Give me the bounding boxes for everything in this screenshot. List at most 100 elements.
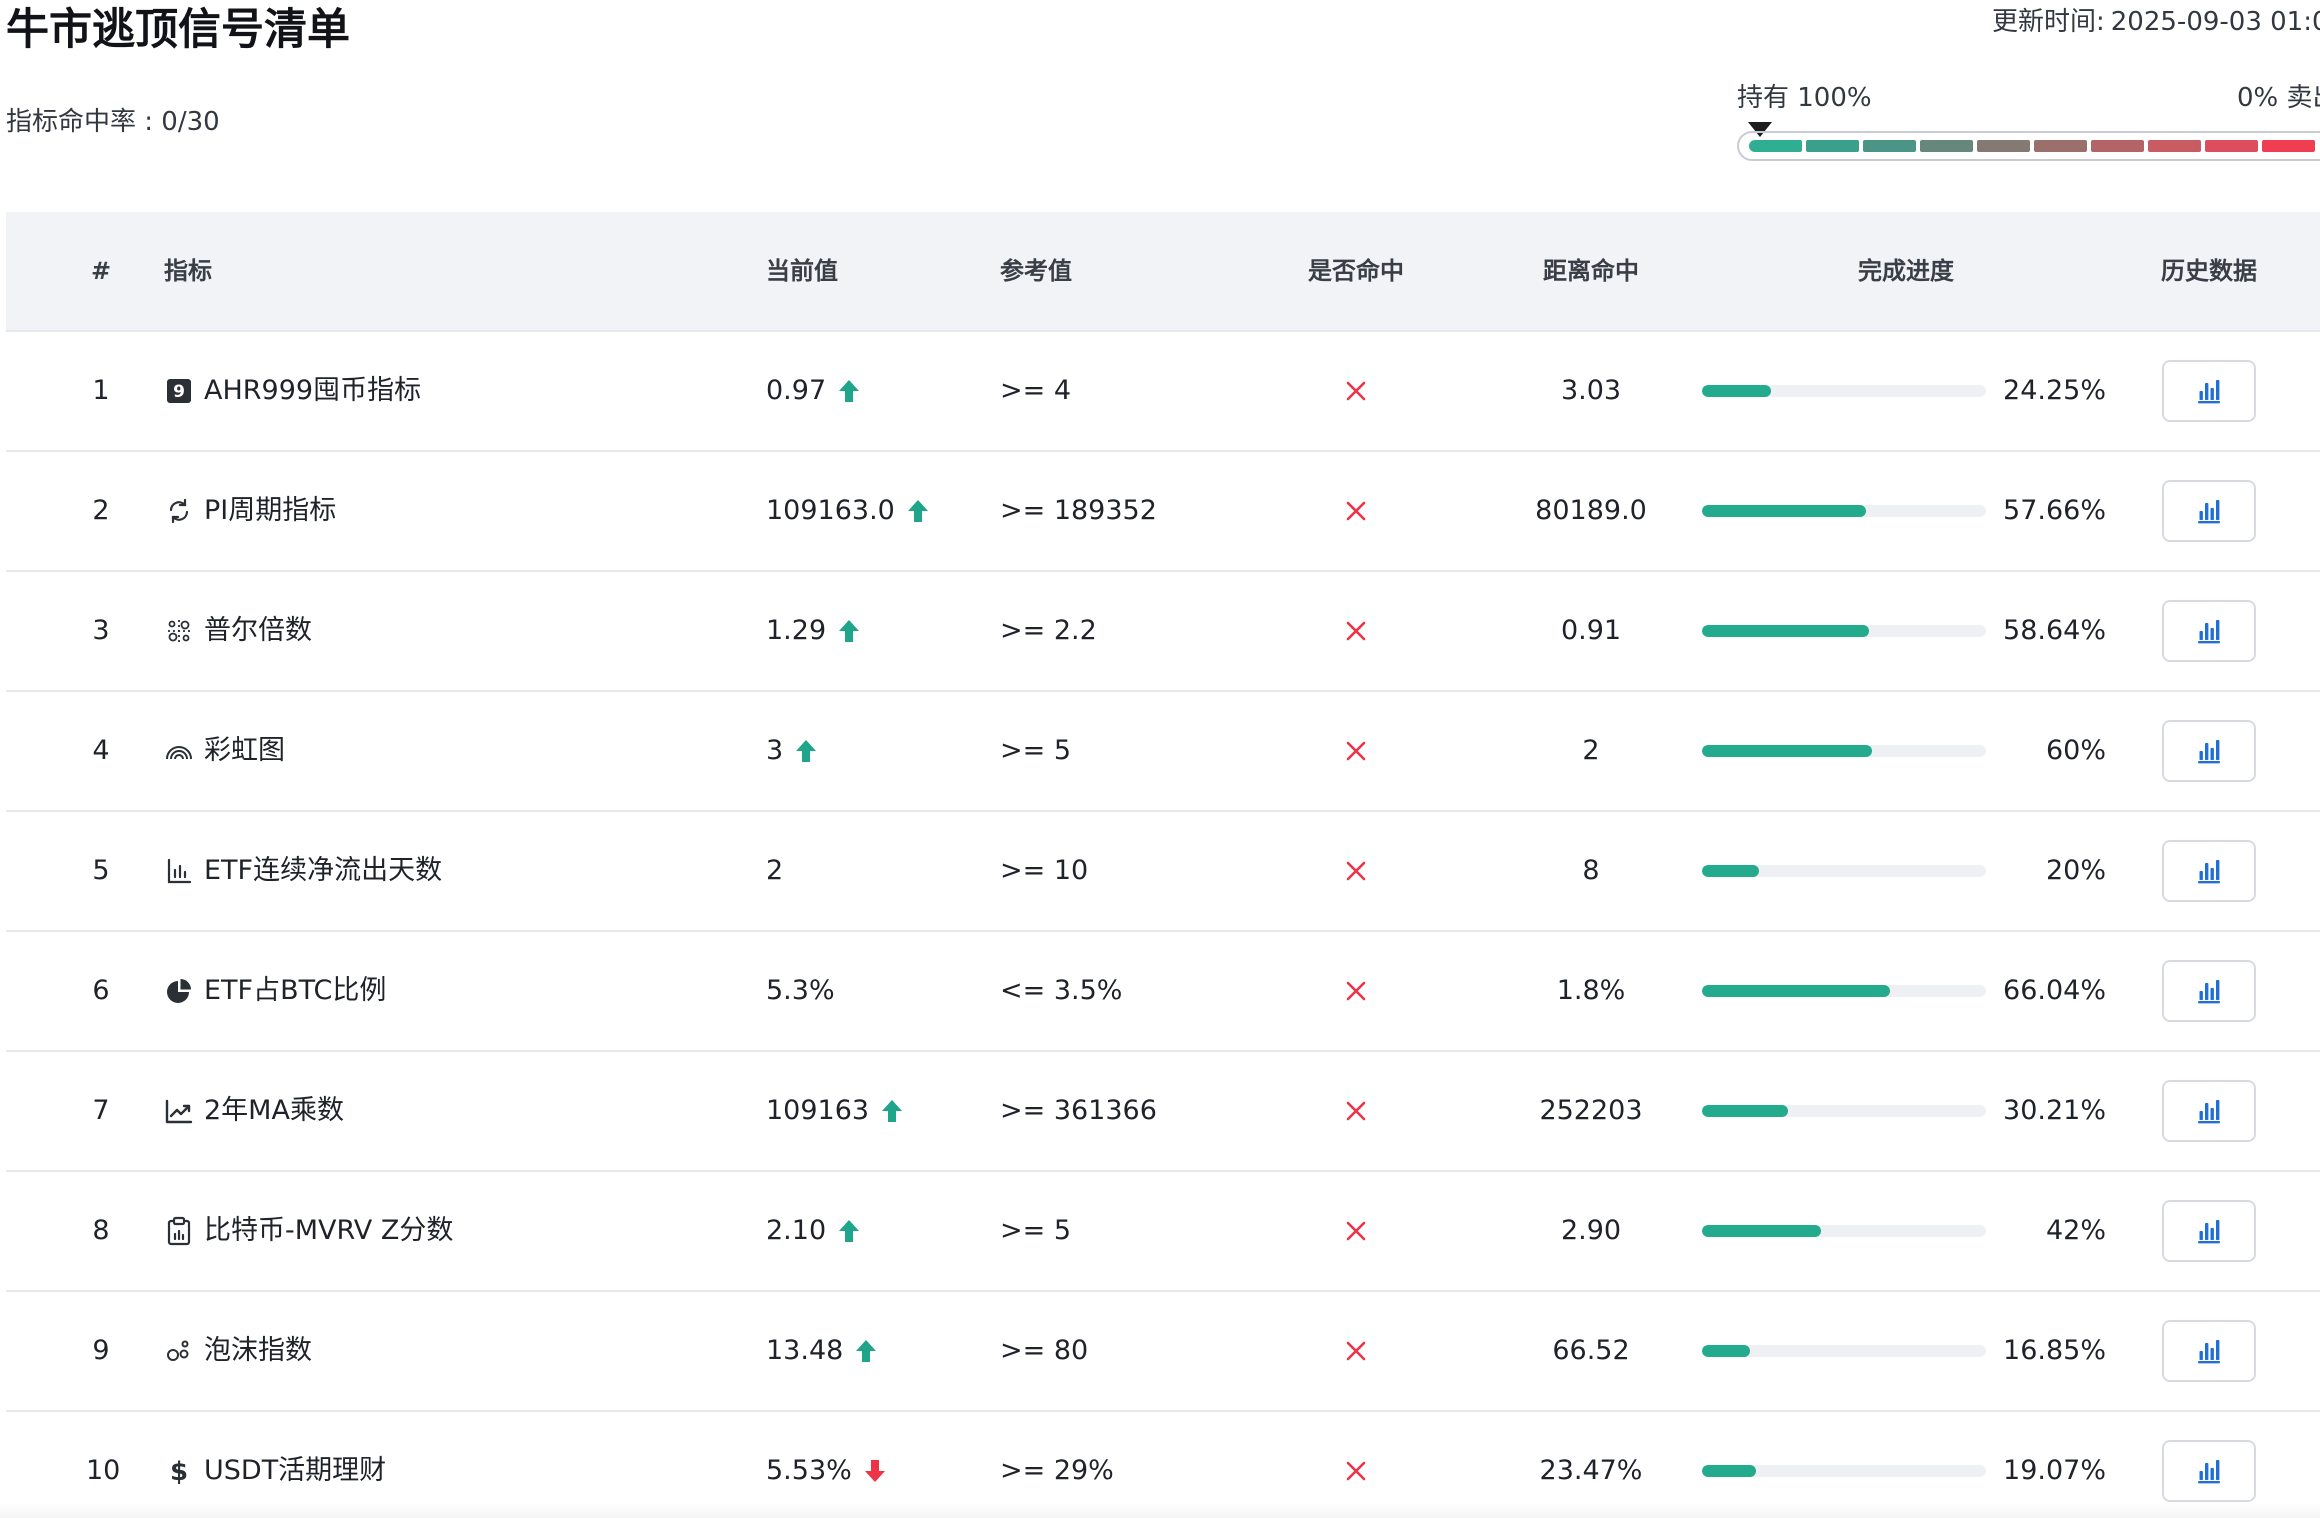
progress-track: [1702, 1225, 1986, 1237]
history-data-button[interactable]: [2162, 600, 2256, 662]
progress-bar: [1702, 1412, 1986, 1518]
progress-track: [1702, 625, 1986, 637]
history-cell: [2162, 812, 2256, 930]
hold-sell-gauge: [1737, 131, 2320, 161]
header-history: 历史数据: [2161, 257, 2257, 285]
current-value: 2.10: [766, 1172, 860, 1290]
clipboard-chart-icon: [164, 1216, 194, 1246]
history-cell: [2162, 1412, 2256, 1518]
table-row: 3 普尔倍数 1.29 >= 2.2 0.91 58.64%: [6, 572, 2320, 692]
progress-percent: 42%: [2045, 1215, 2106, 1246]
reference-value: >= 189352: [1000, 495, 1157, 526]
indicator-name[interactable]: PI周期指标: [164, 452, 336, 570]
trend-up-icon: [855, 1339, 877, 1363]
bar-chart-icon: [2195, 377, 2223, 405]
scatter-icon: [164, 616, 194, 646]
signal-table: # 指标 当前值 参考值 是否命中 距离命中 完成进度 历史数据 1 9 AHR99…: [6, 212, 2320, 1518]
gauge-segment: [2262, 140, 2315, 152]
row-index: 9: [92, 1335, 110, 1366]
indicator-name[interactable]: 彩虹图: [164, 692, 285, 810]
row-index: 2: [92, 495, 110, 526]
bar-chart-icon: [2195, 1337, 2223, 1365]
distance-to-hit: 0.91: [1560, 615, 1622, 646]
history-data-button[interactable]: [2162, 1320, 2256, 1382]
history-data-button[interactable]: [2162, 1080, 2256, 1142]
gauge-segment: [1749, 140, 1802, 152]
indicator-name[interactable]: ETF连续净流出天数: [164, 812, 442, 930]
table-row: 5 ETF连续净流出天数 2 >= 10 8 20%: [6, 812, 2320, 932]
gauge-segment: [2091, 140, 2144, 152]
progress-track: [1702, 1345, 1986, 1357]
trend-up-icon: [838, 619, 860, 643]
history-data-button[interactable]: [2162, 360, 2256, 422]
ahr999-badge-icon: 9: [164, 376, 194, 406]
indicator-name[interactable]: ETF占BTC比例: [164, 932, 386, 1050]
dollar-icon: $: [164, 1456, 194, 1486]
bar-chart-icon: [164, 856, 194, 886]
svg-text:$: $: [170, 1457, 188, 1486]
progress-bar: [1702, 812, 1986, 930]
current-value-text: 109163.0: [766, 495, 895, 526]
not-hit-icon: [1326, 812, 1386, 930]
progress-track: [1702, 385, 1986, 397]
reference-value: >= 4: [1000, 375, 1072, 406]
header-progress: 完成进度: [1858, 257, 1954, 285]
current-value-text: 13.48: [766, 1335, 844, 1366]
reference-value: <= 3.5%: [1000, 975, 1123, 1006]
progress-track: [1702, 985, 1986, 997]
history-data-button[interactable]: [2162, 960, 2256, 1022]
progress-percent: 30.21%: [2003, 1095, 2106, 1126]
indicator-name-text: USDT活期理财: [204, 1455, 387, 1486]
gauge-segment: [1920, 140, 1973, 152]
trend-down-icon: [864, 1459, 886, 1483]
indicator-name[interactable]: 普尔倍数: [164, 572, 312, 690]
bar-chart-icon: [2195, 1217, 2223, 1245]
progress-track: [1702, 1105, 1986, 1117]
progress-bar: [1702, 1172, 1986, 1290]
header-hit: 是否命中: [1308, 257, 1404, 285]
history-cell: [2162, 572, 2256, 690]
bar-chart-icon: [2195, 737, 2223, 765]
history-data-button[interactable]: [2162, 720, 2256, 782]
history-data-button[interactable]: [2162, 1200, 2256, 1262]
indicator-name-text: 彩虹图: [204, 735, 285, 766]
current-value: 5.53%: [766, 1412, 886, 1518]
not-hit-icon: [1326, 1292, 1386, 1410]
distance-to-hit: 80189.0: [1535, 495, 1647, 526]
current-value-text: 109163: [766, 1095, 870, 1126]
table-body: 1 9 AHR999囤币指标 0.97 >= 4 3.03 24.25% 2 PI周期指标 109…: [6, 332, 2320, 1518]
history-data-button[interactable]: [2162, 480, 2256, 542]
gauge-segment: [1977, 140, 2030, 152]
progress-bar: [1702, 452, 1986, 570]
indicator-name-text: ETF连续净流出天数: [204, 855, 443, 886]
current-value-text: 5.3%: [766, 975, 835, 1006]
header-reference: 参考值: [1000, 257, 1072, 285]
progress-track: [1702, 505, 1986, 517]
gauge-segment: [2034, 140, 2087, 152]
current-value-text: 2: [766, 855, 784, 886]
table-row: 6 ETF占BTC比例 5.3% <= 3.5% 1.8% 66.04%: [6, 932, 2320, 1052]
progress-fill: [1702, 1465, 1757, 1477]
indicator-name[interactable]: $ USDT活期理财: [164, 1412, 386, 1518]
pie-chart-icon: [164, 976, 194, 1006]
indicator-name[interactable]: 比特币-MVRV Z分数: [164, 1172, 453, 1290]
indicator-name[interactable]: 2年MA乘数: [164, 1052, 344, 1170]
reference-value: >= 80: [1000, 1335, 1089, 1366]
progress-percent: 19.07%: [2003, 1455, 2106, 1486]
cycle-icon: [164, 496, 194, 526]
indicator-name[interactable]: 9 AHR999囤币指标: [164, 332, 421, 450]
history-data-button[interactable]: [2162, 1440, 2256, 1502]
history-cell: [2162, 1052, 2256, 1170]
current-value-text: 0.97: [766, 375, 827, 406]
distance-to-hit: 66.52: [1552, 1335, 1630, 1366]
current-value: 109163: [766, 1052, 903, 1170]
indicator-name[interactable]: 泡沫指数: [164, 1292, 312, 1410]
history-data-button[interactable]: [2162, 840, 2256, 902]
progress-bar: [1702, 1052, 1986, 1170]
bar-chart-icon: [2195, 977, 2223, 1005]
gauge-segment: [1806, 140, 1859, 152]
reference-value: >= 2.2: [1000, 615, 1097, 646]
indicator-name-text: PI周期指标: [204, 495, 337, 526]
current-value: 5.3%: [766, 932, 835, 1050]
progress-fill: [1702, 385, 1771, 397]
